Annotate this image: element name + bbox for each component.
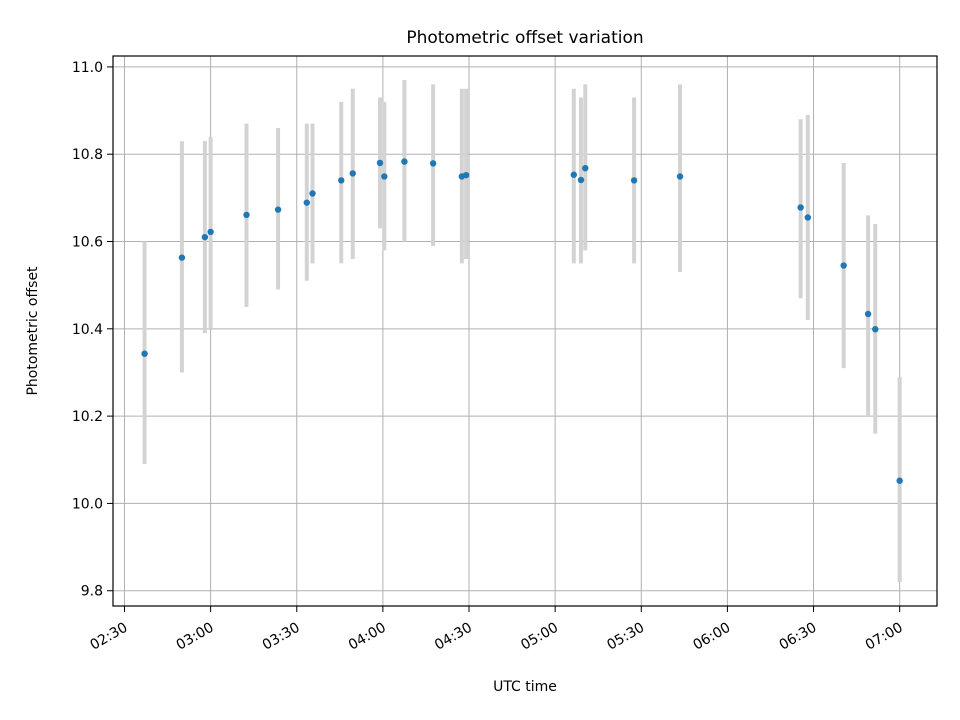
data-point xyxy=(797,204,804,211)
y-tick-label: 10.8 xyxy=(72,147,103,163)
y-tick-label: 10.0 xyxy=(72,496,103,512)
data-point xyxy=(804,214,812,221)
y-tick-label: 10.6 xyxy=(72,235,103,251)
y-tick-label: 10.4 xyxy=(72,322,103,338)
data-point xyxy=(201,233,209,241)
y-axis-ticks: 9.8 10.0 10.2 10.4 10.6 10.8 11.0 xyxy=(72,60,113,600)
data-point xyxy=(429,160,437,167)
x-axis-label: UTC time xyxy=(493,679,557,695)
data-point xyxy=(896,477,903,484)
data-point xyxy=(582,164,589,172)
chart-title: Photometric offset variation xyxy=(406,28,643,48)
data-point xyxy=(401,158,408,165)
data-point xyxy=(243,211,250,219)
y-axis-label: Photometric offset xyxy=(25,266,41,396)
grid-layer xyxy=(113,56,937,606)
data-point xyxy=(872,326,879,333)
plot-frame xyxy=(112,55,938,607)
y-tick-label: 11.0 xyxy=(72,60,103,76)
data-point xyxy=(338,177,345,184)
data-point xyxy=(141,350,148,357)
data-point xyxy=(309,190,316,197)
data-point xyxy=(178,254,186,261)
data-point xyxy=(840,262,847,269)
data-point xyxy=(207,228,214,236)
data-point xyxy=(630,177,638,184)
data-point xyxy=(274,206,282,213)
data-point xyxy=(349,170,356,177)
data-point xyxy=(303,199,310,206)
y-tick-label: 9.8 xyxy=(81,584,103,600)
data-point xyxy=(462,171,470,179)
data-point xyxy=(381,173,388,180)
data-point xyxy=(577,176,585,184)
point-layer xyxy=(141,158,903,484)
data-point xyxy=(570,171,578,178)
data-point xyxy=(864,310,872,318)
data-point xyxy=(376,159,384,167)
y-tick-label: 10.2 xyxy=(72,409,103,425)
data-point xyxy=(676,173,684,180)
